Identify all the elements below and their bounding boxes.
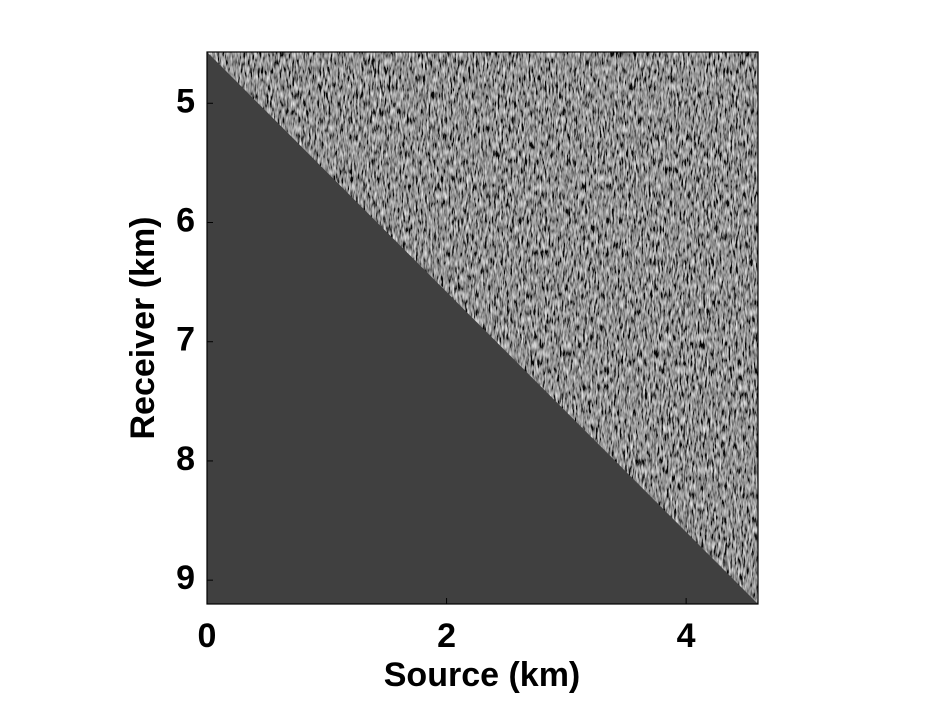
- y-tick-label: 6: [176, 201, 195, 239]
- y-tick-label: 5: [176, 82, 195, 120]
- x-tick-label: 4: [677, 617, 696, 655]
- x-tick-label: 0: [198, 617, 217, 655]
- x-tick-label: 2: [437, 617, 456, 655]
- plot-frame: [206, 51, 759, 605]
- y-tick-label: 7: [176, 321, 195, 359]
- y-axis-label: Receiver (km): [124, 216, 162, 439]
- x-axis-label: Source (km): [384, 656, 581, 694]
- y-tick-label: 9: [176, 559, 195, 597]
- y-tick-label: 8: [176, 440, 195, 478]
- plot-area: [207, 52, 758, 604]
